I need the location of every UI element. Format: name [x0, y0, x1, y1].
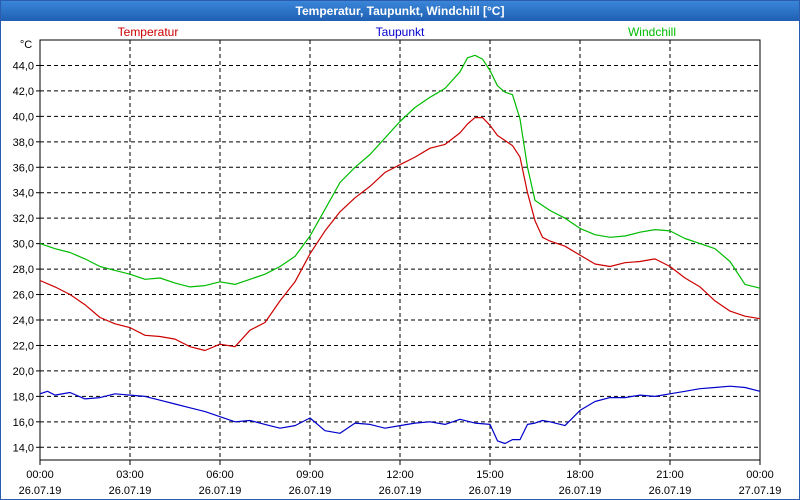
x-tick-time-label: 12:00: [386, 469, 414, 481]
y-tick-label: 16,0: [13, 417, 34, 429]
y-tick-label: 24,0: [13, 315, 34, 327]
y-axis-unit-label: °C: [20, 39, 32, 51]
y-tick-label: 32,0: [13, 213, 34, 225]
series-line-windchill: [39, 54, 761, 289]
y-tick-label: 30,0: [13, 239, 34, 251]
x-tick-time-label: 21:00: [656, 469, 684, 481]
grid: [40, 40, 760, 460]
y-tick-label: 14,0: [13, 442, 34, 454]
y-tick-label: 40,0: [13, 111, 34, 123]
legend-item-windchill: Windchill: [628, 25, 676, 39]
y-tick-label: 38,0: [13, 137, 34, 149]
x-tick-date-label: 26.07.19: [559, 485, 602, 497]
x-tick-date-label: 26.07.19: [649, 485, 692, 497]
x-tick-time-label: 00:00: [746, 469, 774, 481]
x-tick-time-label: 00:00: [26, 469, 54, 481]
y-tick-label: 34,0: [13, 188, 34, 200]
legend-item-taupunkt: Taupunkt: [376, 25, 425, 39]
y-tick-label: 20,0: [13, 366, 34, 378]
x-tick-date-label: 26.07.19: [109, 485, 152, 497]
y-tick-label: 36,0: [13, 162, 34, 174]
legend-item-temperatur: Temperatur: [118, 25, 179, 39]
x-tick-date-label: 26.07.19: [469, 485, 512, 497]
series-group: [39, 54, 761, 445]
y-tick-label: 22,0: [13, 340, 34, 352]
x-tick-date-label: 26.07.19: [289, 485, 332, 497]
y-tick-label: 44,0: [13, 60, 34, 72]
x-tick-date-label: 27.07.19: [739, 485, 782, 497]
x-axis: 00:00 26.07.19 03:00 26.07.19 06:00 26.07.19 0…: [19, 460, 782, 497]
y-tick-label: 42,0: [13, 86, 34, 98]
y-tick-label: 18,0: [13, 391, 34, 403]
x-tick-time-label: 06:00: [206, 469, 234, 481]
x-tick-date-label: 26.07.19: [379, 485, 422, 497]
y-tick-label: 28,0: [13, 264, 34, 276]
window-title: Temperatur, Taupunkt, Windchill [°C]: [1, 1, 799, 21]
series-line-temperatur: [39, 116, 761, 352]
x-tick-date-label: 26.07.19: [19, 485, 62, 497]
x-tick-time-label: 09:00: [296, 469, 324, 481]
y-tick-label: 26,0: [13, 290, 34, 302]
series-line-taupunkt: [39, 385, 761, 445]
legend: Temperatur Taupunkt Windchill: [118, 25, 676, 39]
y-axis: 14,0 16,0 18,0 20,0 22,0 24,0 26,0 28,0 30,0 32,0…: [13, 60, 40, 454]
x-tick-time-label: 18:00: [566, 469, 594, 481]
x-tick-time-label: 03:00: [116, 469, 144, 481]
x-tick-date-label: 26.07.19: [199, 485, 242, 497]
x-tick-time-label: 15:00: [476, 469, 504, 481]
